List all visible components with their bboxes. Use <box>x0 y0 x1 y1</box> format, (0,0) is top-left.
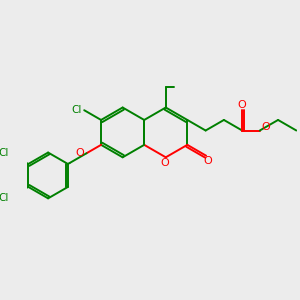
Text: Cl: Cl <box>0 193 9 203</box>
Text: O: O <box>238 100 247 110</box>
Text: O: O <box>261 122 270 132</box>
Text: O: O <box>75 148 84 158</box>
Text: O: O <box>160 158 169 168</box>
Text: Cl: Cl <box>71 105 82 115</box>
Text: Cl: Cl <box>0 148 9 158</box>
Text: O: O <box>203 156 212 166</box>
